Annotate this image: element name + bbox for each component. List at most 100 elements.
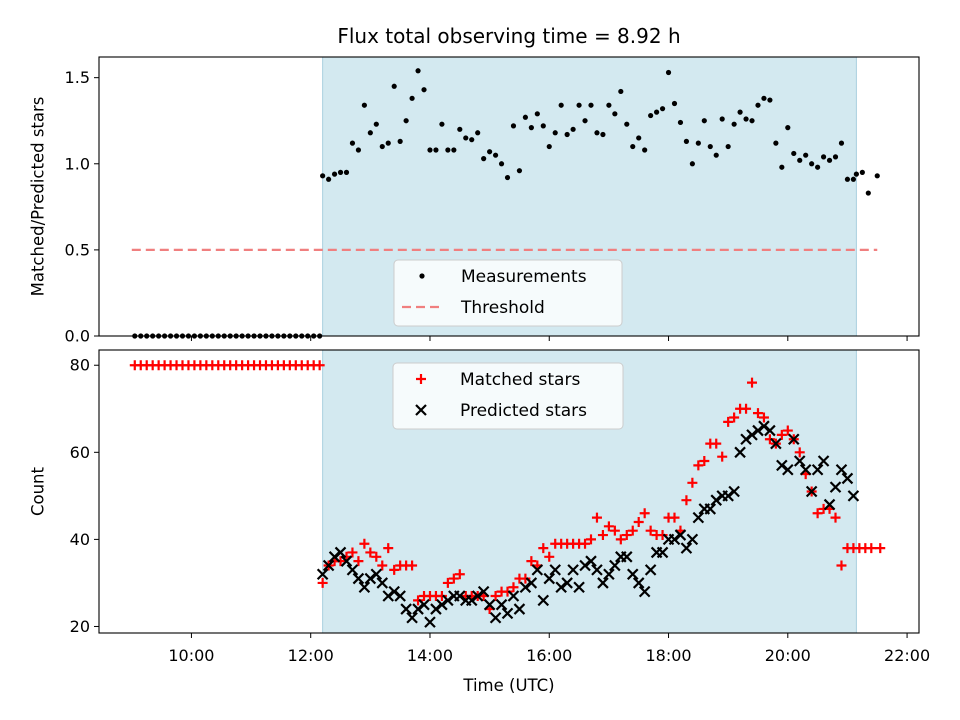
data-point xyxy=(394,590,406,602)
legend-label: Measurements xyxy=(461,267,587,287)
data-point xyxy=(385,140,391,146)
data-point xyxy=(439,121,445,127)
data-point xyxy=(767,97,773,103)
series-predicted-stars xyxy=(316,420,860,628)
y-tick-label: 1.5 xyxy=(65,68,90,87)
data-point xyxy=(580,538,591,549)
y-tick-label: 60 xyxy=(70,443,90,462)
data-point xyxy=(731,121,737,127)
data-point xyxy=(448,573,459,584)
data-point xyxy=(603,568,615,581)
data-point xyxy=(734,446,746,459)
data-point xyxy=(803,152,809,158)
data-point xyxy=(627,525,638,536)
data-point xyxy=(773,140,779,146)
x-axis-label: Time (UTC) xyxy=(462,676,554,695)
data-point xyxy=(633,516,644,527)
data-point xyxy=(710,494,723,506)
data-point xyxy=(600,131,606,138)
data-point xyxy=(761,95,767,101)
data-point xyxy=(764,434,775,445)
data-point xyxy=(681,495,692,506)
series-matched-stars xyxy=(129,360,886,615)
data-point xyxy=(764,424,776,437)
data-point xyxy=(636,135,642,141)
data-point xyxy=(340,555,353,567)
data-point xyxy=(415,68,421,74)
data-point xyxy=(359,538,370,549)
data-point xyxy=(719,116,725,122)
data-point xyxy=(737,109,743,115)
data-point xyxy=(561,577,573,589)
data-point xyxy=(586,534,596,545)
data-point xyxy=(743,116,749,122)
data-point xyxy=(451,147,457,153)
data-point xyxy=(654,109,660,115)
data-point xyxy=(865,190,871,196)
data-point xyxy=(776,459,788,472)
data-point xyxy=(793,455,806,467)
data-point xyxy=(419,273,425,279)
data-point xyxy=(504,174,511,181)
data-point xyxy=(370,568,383,581)
data-point xyxy=(406,611,418,624)
data-point xyxy=(638,585,651,598)
data-point xyxy=(487,149,493,155)
data-point xyxy=(508,582,519,593)
data-point xyxy=(632,577,645,589)
data-point xyxy=(418,598,430,611)
data-point xyxy=(537,594,550,607)
data-point xyxy=(465,594,478,607)
y-tick-label: 20 xyxy=(70,617,90,636)
data-point xyxy=(787,433,800,446)
data-point xyxy=(343,169,350,175)
data-point xyxy=(335,556,346,567)
data-point xyxy=(752,424,764,437)
data-point xyxy=(797,157,803,163)
data-point xyxy=(794,447,805,458)
data-point xyxy=(693,460,704,471)
data-point xyxy=(436,590,447,601)
measurements-series xyxy=(132,68,880,339)
data-point xyxy=(683,138,690,144)
data-point xyxy=(502,586,513,597)
data-point xyxy=(442,594,454,607)
data-point xyxy=(725,143,731,150)
y-tick-label: 0.5 xyxy=(65,240,90,259)
data-point xyxy=(403,118,409,124)
data-point xyxy=(328,551,341,563)
x-tick-label: 12:00 xyxy=(288,646,334,665)
legend-label: Predicted stars xyxy=(460,401,587,421)
data-point xyxy=(558,102,564,108)
data-point xyxy=(597,577,609,589)
data-point xyxy=(513,603,526,615)
data-point xyxy=(624,121,630,127)
x-tick-label: 10:00 xyxy=(168,646,214,665)
legend-box xyxy=(393,259,623,327)
data-point xyxy=(353,556,364,567)
data-point xyxy=(677,119,684,126)
data-point xyxy=(644,564,657,576)
data-point xyxy=(416,374,426,384)
data-point xyxy=(609,559,621,572)
legend-bottom: Matched stars Predicted stars xyxy=(392,362,624,430)
data-point xyxy=(371,551,382,562)
data-point xyxy=(847,490,860,502)
y-tick-label: 0.0 xyxy=(65,327,90,346)
data-point xyxy=(400,603,412,615)
data-point xyxy=(779,164,785,170)
data-point xyxy=(361,102,367,108)
data-point xyxy=(365,547,376,558)
data-point xyxy=(746,429,758,441)
data-point xyxy=(552,130,558,136)
data-point xyxy=(520,573,531,584)
data-point xyxy=(522,114,529,120)
data-point xyxy=(412,603,424,615)
legend-label: Threshold xyxy=(460,298,545,318)
data-point xyxy=(749,118,755,124)
y-tick-label: 40 xyxy=(70,530,90,549)
data-point xyxy=(723,416,734,427)
data-point xyxy=(591,512,602,523)
data-point xyxy=(525,577,538,589)
plot-frame-bottom xyxy=(98,349,920,634)
